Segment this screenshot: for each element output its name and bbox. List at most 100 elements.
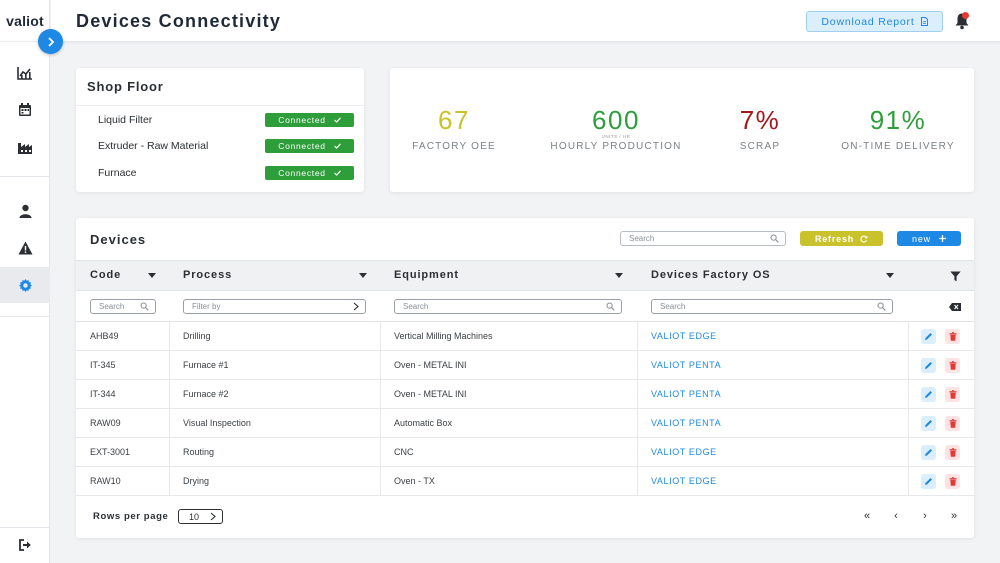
cell-equipment: Automatic Box [394, 418, 453, 428]
cell-devices-os-link[interactable]: VALIOT PENTA [651, 389, 722, 399]
cell-devices-os-link[interactable]: VALIOT EDGE [651, 476, 717, 486]
filter-row: Search Filter by Search Search [76, 292, 974, 322]
edit-button[interactable] [921, 329, 936, 344]
sidebar-item-dashboard[interactable] [0, 55, 50, 91]
table-row[interactable]: IT-344 Furnace #2 Oven - METAL INI VALIO… [76, 380, 974, 409]
sidebar-divider [0, 527, 50, 528]
column-divider [637, 438, 638, 467]
logout-icon [19, 539, 31, 551]
chevron-right-icon [353, 302, 359, 311]
connected-badge: Connected [265, 113, 354, 127]
devices-title: Devices [90, 232, 147, 247]
column-header-code[interactable]: Code [90, 269, 122, 281]
edit-button[interactable] [921, 358, 936, 373]
factory-icon [18, 143, 32, 154]
table-row[interactable]: RAW10 Drying Oven - TX VALIOT EDGE [76, 467, 974, 496]
table-row[interactable]: RAW09 Visual Inspection Automatic Box VA… [76, 409, 974, 438]
cell-code: IT-344 [90, 389, 116, 399]
kpi-label: HOURLY PRODUCTION [550, 141, 682, 152]
cell-process: Visual Inspection [183, 418, 251, 428]
kpi-value: 7% [739, 105, 781, 135]
delete-button[interactable] [945, 329, 960, 344]
caret-down-icon[interactable] [615, 273, 623, 278]
column-divider [169, 322, 170, 351]
column-divider [380, 351, 381, 380]
table-row[interactable]: AHB49 Drilling Vertical Milling Machines… [76, 322, 974, 351]
next-page-button[interactable]: › [923, 510, 927, 522]
devices-search-input[interactable]: Search [620, 231, 786, 246]
plus-icon [938, 235, 946, 242]
edit-button[interactable] [921, 387, 936, 402]
cell-devices-os-link[interactable]: VALIOT EDGE [651, 447, 717, 457]
column-divider [908, 409, 909, 438]
column-header-devices-os[interactable]: Devices Factory OS [651, 269, 771, 281]
delete-button[interactable] [945, 358, 960, 373]
os-filter-input[interactable]: Search [651, 299, 893, 314]
sidebar-item-logout[interactable] [0, 527, 50, 563]
previous-page-button[interactable]: ‹ [894, 510, 898, 522]
sidebar-item-alerts[interactable] [0, 230, 50, 266]
delete-button[interactable] [945, 474, 960, 489]
code-filter-input[interactable]: Search [90, 299, 156, 314]
sidebar-toggle-button[interactable] [38, 29, 63, 54]
edit-button[interactable] [921, 445, 936, 460]
cell-process: Drilling [183, 331, 211, 341]
sidebar-item-calendar[interactable] [0, 92, 50, 128]
new-device-button[interactable]: new [897, 231, 961, 246]
pencil-icon [925, 362, 932, 369]
cell-code: RAW10 [90, 476, 121, 486]
caret-down-icon[interactable] [886, 273, 894, 278]
kpi-factory-oee: 67 FACTORY OEE [408, 106, 500, 152]
column-header-process[interactable]: Process [183, 269, 233, 281]
sidebar-item-settings[interactable] [0, 267, 50, 303]
column-divider [380, 409, 381, 438]
download-report-button[interactable]: Download Report [806, 11, 943, 32]
connected-badge: Connected [265, 139, 354, 153]
edit-button[interactable] [921, 416, 936, 431]
trash-icon [949, 419, 956, 428]
rows-per-page-select[interactable]: 10 [178, 509, 223, 524]
delete-button[interactable] [945, 387, 960, 402]
table-header: Code Process Equipment Devices Factory O… [76, 260, 974, 291]
first-page-button[interactable]: « [863, 510, 871, 522]
kpi-card: 67 FACTORY OEE 600 UNITS / HR HOURLY PRO… [390, 68, 974, 192]
cell-equipment: Oven - TX [394, 476, 435, 486]
connected-badge: Connected [265, 166, 354, 180]
connected-badge-label: Connected [278, 115, 326, 125]
delete-button[interactable] [945, 416, 960, 431]
clear-filters-icon[interactable] [949, 303, 961, 311]
trash-icon [949, 477, 956, 486]
sidebar-item-factory[interactable] [0, 130, 50, 166]
cell-devices-os-link[interactable]: VALIOT EDGE [651, 331, 717, 341]
cell-equipment: Vertical Milling Machines [394, 331, 493, 341]
kpi-label: ON-TIME DELIVERY [841, 141, 955, 152]
equipment-filter-input[interactable]: Search [394, 299, 622, 314]
sidebar-divider [0, 176, 50, 177]
sidebar-item-users[interactable] [0, 193, 50, 229]
process-filter-select[interactable]: Filter by [183, 299, 366, 314]
column-divider [169, 409, 170, 438]
edit-button[interactable] [921, 474, 936, 489]
shop-floor-item-name: Furnace [98, 167, 137, 179]
refresh-button[interactable]: Refresh [800, 231, 883, 246]
filter-icon[interactable] [950, 271, 961, 282]
caret-down-icon[interactable] [148, 273, 156, 278]
delete-button[interactable] [945, 445, 960, 460]
column-header-equipment[interactable]: Equipment [394, 269, 459, 281]
caret-down-icon[interactable] [359, 273, 367, 278]
cell-devices-os-link[interactable]: VALIOT PENTA [651, 360, 722, 370]
kpi-on-time-delivery: 91% ON-TIME DELIVERY [836, 106, 960, 152]
filter-placeholder: Search [99, 302, 125, 311]
divider [76, 105, 364, 106]
warning-icon [18, 241, 32, 255]
shop-floor-item-name: Liquid Filter [98, 114, 153, 126]
pencil-icon [925, 478, 932, 485]
check-icon [333, 117, 341, 123]
last-page-button[interactable]: » [950, 510, 958, 522]
pencil-icon [925, 449, 932, 456]
table-row[interactable]: IT-345 Furnace #1 Oven - METAL INI VALIO… [76, 351, 974, 380]
chevron-right-icon [47, 36, 54, 47]
cell-devices-os-link[interactable]: VALIOT PENTA [651, 418, 722, 428]
cell-equipment: CNC [394, 447, 414, 457]
table-row[interactable]: EXT-3001 Routing CNC VALIOT EDGE [76, 438, 974, 467]
